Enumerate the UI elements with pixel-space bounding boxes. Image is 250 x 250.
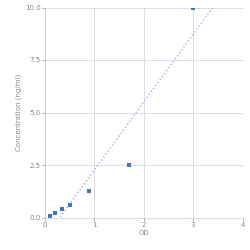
Point — [60, 207, 64, 211]
Point — [48, 214, 52, 218]
Point — [88, 189, 92, 193]
Point — [53, 211, 57, 215]
Point — [191, 6, 195, 10]
Y-axis label: Concentration (ng/ml): Concentration (ng/ml) — [16, 74, 22, 151]
X-axis label: OD: OD — [138, 230, 149, 236]
Point — [127, 163, 131, 167]
Point — [68, 203, 72, 207]
